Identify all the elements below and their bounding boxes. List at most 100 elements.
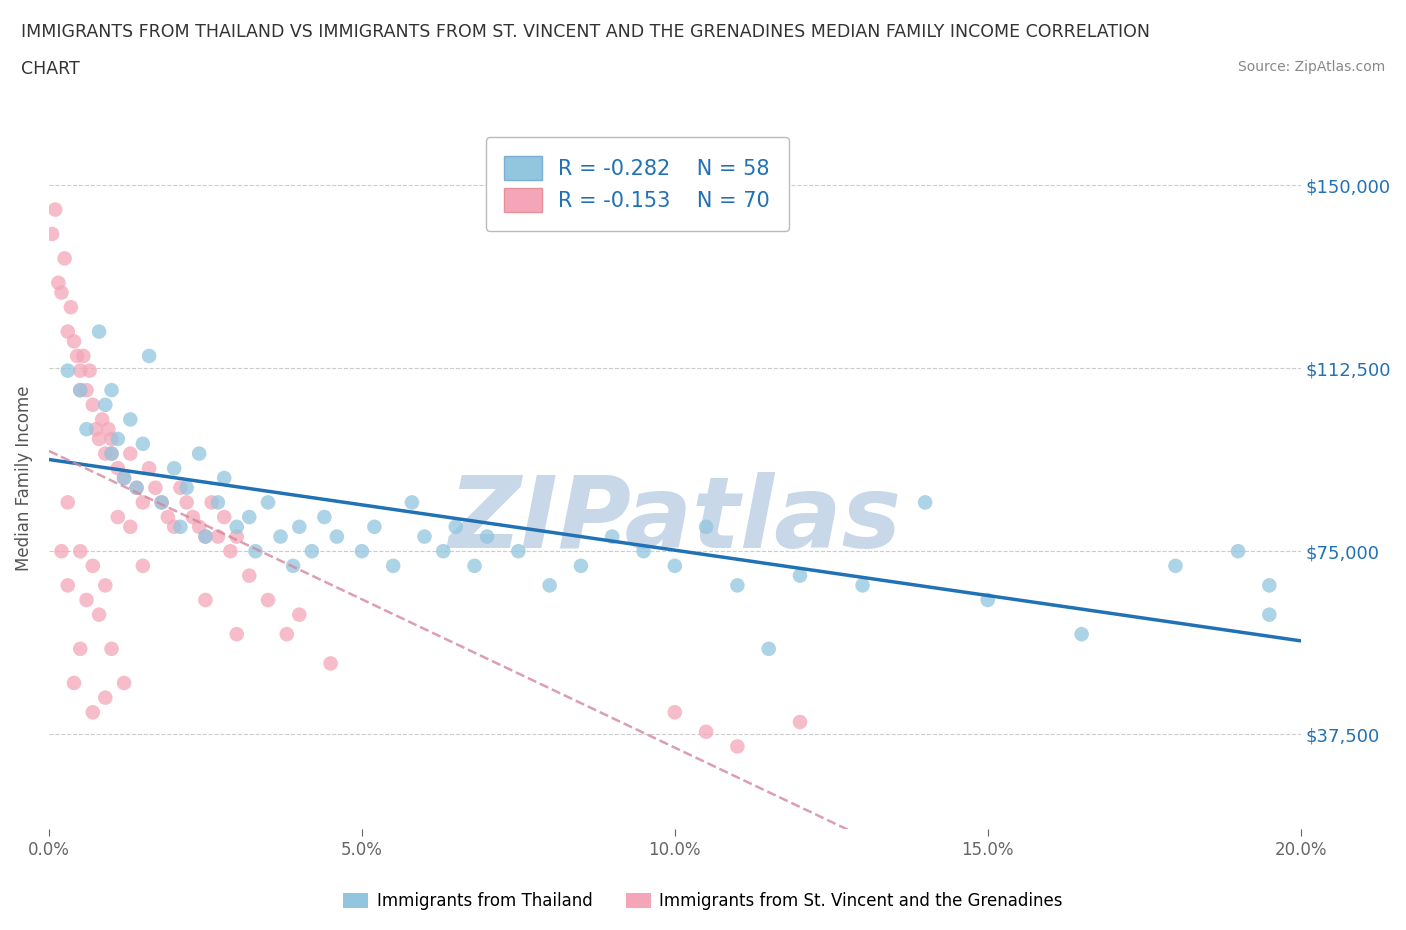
Point (695, 519, 717, 534)
Point (82, 558, 104, 573)
Point (350, 544, 373, 559)
Point (53, 251, 76, 266)
Point (169, 519, 191, 534)
Point (225, 529, 247, 544)
Point (1258, 607, 1281, 622)
Point (301, 544, 323, 559)
Point (163, 519, 186, 534)
Point (1070, 627, 1092, 642)
Point (56, 578, 79, 592)
Point (194, 529, 217, 544)
Point (59, 299, 82, 314)
Point (633, 544, 655, 559)
Point (758, 642, 780, 657)
Point (1164, 558, 1187, 573)
Point (100, 383, 122, 398)
Point (257, 495, 280, 510)
Point (188, 446, 211, 461)
Point (319, 656, 342, 671)
Point (851, 578, 873, 592)
Point (145, 480, 167, 495)
Point (51, 544, 73, 559)
Point (112, 675, 135, 690)
Point (69, 383, 91, 398)
Point (150, 495, 173, 510)
Point (413, 529, 436, 544)
Text: IMMIGRANTS FROM THAILAND VS IMMIGRANTS FROM ST. VINCENT AND THE GRENADINES MEDIA: IMMIGRANTS FROM THAILAND VS IMMIGRANTS F… (21, 23, 1150, 41)
Text: Source: ZipAtlas.com: Source: ZipAtlas.com (1237, 60, 1385, 74)
Point (432, 544, 454, 559)
Point (51, 286, 73, 300)
Point (132, 495, 155, 510)
Point (245, 544, 267, 559)
Point (76, 421, 98, 436)
Point (163, 460, 186, 475)
Point (725, 739, 748, 754)
Point (212, 471, 235, 485)
Point (270, 529, 292, 544)
Point (382, 558, 405, 573)
Point (125, 480, 148, 495)
Point (138, 349, 160, 364)
Point (69, 383, 91, 398)
Point (91, 412, 114, 427)
Point (125, 480, 148, 495)
Point (76, 592, 98, 607)
Point (100, 446, 122, 461)
Point (82, 397, 104, 412)
Point (48, 275, 70, 290)
Point (664, 558, 686, 573)
Point (63, 675, 86, 690)
Point (41, 227, 63, 242)
Point (94, 397, 117, 412)
Point (464, 558, 486, 573)
Point (100, 432, 122, 446)
Point (600, 529, 623, 544)
Point (977, 592, 1000, 607)
Point (363, 519, 385, 534)
Point (276, 627, 298, 642)
Point (475, 529, 498, 544)
Point (508, 544, 530, 559)
Point (176, 480, 198, 495)
Point (207, 495, 229, 510)
Point (219, 544, 242, 559)
Point (44, 202, 66, 217)
Point (789, 568, 811, 583)
Point (201, 495, 224, 510)
Point (76, 383, 98, 398)
Point (444, 519, 467, 534)
Legend: R = -0.282    N = 58, R = -0.153    N = 70: R = -0.282 N = 58, R = -0.153 N = 70 (485, 137, 789, 231)
Point (79, 364, 101, 379)
Point (87, 432, 110, 446)
Point (63, 334, 86, 349)
Point (194, 529, 217, 544)
Point (257, 592, 280, 607)
Point (695, 724, 717, 739)
Point (212, 510, 235, 525)
Point (87, 607, 110, 622)
Point (120, 446, 142, 461)
Point (69, 364, 91, 379)
Point (66, 349, 89, 364)
Point (1258, 578, 1281, 592)
Point (100, 642, 122, 657)
Point (120, 412, 142, 427)
Point (156, 510, 179, 525)
Point (225, 627, 247, 642)
Point (725, 578, 748, 592)
Point (664, 705, 686, 720)
Point (69, 544, 91, 559)
Point (150, 495, 173, 510)
Point (181, 510, 204, 525)
Point (107, 432, 129, 446)
Point (82, 705, 104, 720)
Point (132, 558, 155, 573)
Point (789, 714, 811, 729)
Point (94, 690, 117, 705)
Text: ZIPatlas: ZIPatlas (449, 472, 901, 568)
Point (94, 446, 117, 461)
Point (538, 578, 561, 592)
Point (107, 460, 129, 475)
Point (1227, 544, 1250, 559)
